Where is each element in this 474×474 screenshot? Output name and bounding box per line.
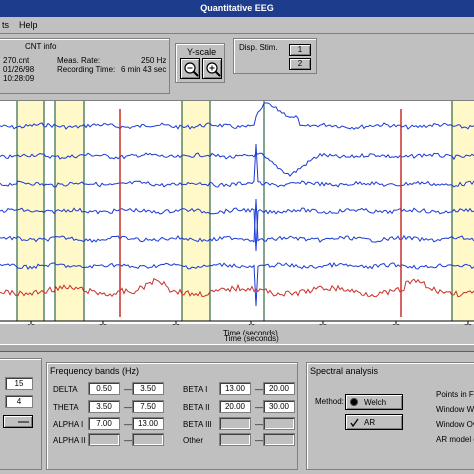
stimulus-1-button[interactable]: 1 <box>289 44 311 56</box>
stim-channel-trace <box>0 277 474 298</box>
method-ar-option[interactable]: AR <box>345 414 403 430</box>
recording-time-label: Recording Time: <box>57 65 116 74</box>
points-in-fft-label: Points in Fi <box>436 390 474 399</box>
alpha2-to-field[interactable] <box>132 433 164 446</box>
splitter-bar[interactable] <box>0 344 474 352</box>
menu-item-tools[interactable]: ts <box>2 20 10 30</box>
points-field[interactable]: 15 <box>5 377 33 390</box>
welch-label: Welch <box>364 398 387 407</box>
eeg-channel-trace <box>0 198 474 243</box>
x-tick-label: 70 <box>464 324 472 325</box>
x-axis-title: Time (seconds) <box>224 334 279 343</box>
theta-from-field[interactable]: 3.50 <box>88 400 120 413</box>
beta3-to-field[interactable] <box>263 417 295 430</box>
band-label-alpha-1: ALPHA I <box>53 420 84 429</box>
band-label-alpha-2: ALPHA II <box>53 436 86 445</box>
x-tick-label: 40 <box>247 324 255 325</box>
dash: — <box>255 436 263 445</box>
radio-selected-icon <box>350 398 358 406</box>
dash: — <box>124 420 132 429</box>
window-width-label: Window Wi <box>436 405 474 414</box>
apply-button[interactable] <box>3 415 33 428</box>
eeg-plot: 10 20 30 40 50 60 70 Time (seconds) <box>0 100 474 338</box>
dash: — <box>124 385 132 394</box>
alpha1-to-field[interactable]: 13.00 <box>132 417 164 430</box>
display-stimulus-heading: Disp. Stim. <box>239 43 278 52</box>
magnifier-plus-icon <box>206 62 221 77</box>
frequency-bands-heading: Frequency bands (Hz) <box>50 366 140 376</box>
cnt-time: 10:28:09 <box>3 74 35 83</box>
alpha1-from-field[interactable]: 7.00 <box>88 417 120 430</box>
beta3-from-field[interactable] <box>219 417 251 430</box>
x-axis-label: Time (seconds) <box>223 329 278 338</box>
cnt-date: 01/26/98 <box>3 65 35 74</box>
beta1-from-field[interactable]: 13.00 <box>219 382 251 395</box>
dash: — <box>124 436 132 445</box>
band-label-beta-2: BETA II <box>183 403 210 412</box>
window-title: Quantitative EEG <box>0 0 474 17</box>
x-tick-label: 50 <box>319 324 327 325</box>
method-welch-option[interactable]: Welch <box>345 394 403 410</box>
eeg-channel-trace <box>0 152 474 177</box>
stimulus-2-button[interactable]: 2 <box>289 58 311 70</box>
band-label-beta-3: BETA III <box>183 420 212 429</box>
menu-item-help[interactable]: Help <box>19 20 38 30</box>
x-tick-label: 20 <box>99 324 107 325</box>
eeg-channel-trace <box>0 262 474 307</box>
y-scale-panel: Y-scale <box>175 43 225 83</box>
eeg-channel-trace <box>0 102 474 130</box>
epoch-highlight <box>182 101 210 321</box>
dash: — <box>255 403 263 412</box>
eeg-traces[interactable]: 10 20 30 40 50 60 70 <box>0 101 474 325</box>
zoom-out-button[interactable] <box>180 58 200 79</box>
band-label-theta: THETA <box>53 403 79 412</box>
eeg-channel-trace <box>0 207 474 252</box>
x-tick-label: 60 <box>392 324 400 325</box>
magnifier-minus-icon <box>184 62 199 77</box>
window-overlap-label: Window Ov <box>436 420 474 429</box>
axis-footer: Time (seconds) <box>0 334 474 343</box>
band-label-beta-1: BETA I <box>183 385 208 394</box>
alpha2-from-field[interactable] <box>88 433 120 446</box>
window-field[interactable]: 4 <box>5 395 33 408</box>
cnt-info-panel: CNT info 270.cnt 01/26/98 10:28:09 Meas.… <box>0 38 170 94</box>
meas-rate-value: 250 Hz <box>141 56 167 65</box>
other-to-field[interactable] <box>263 433 295 446</box>
spectral-analysis-panel: Spectral analysis Method: Welch AR Point… <box>306 362 474 470</box>
checkmark-icon <box>350 418 359 427</box>
arrow-icon <box>18 421 29 423</box>
delta-to-field[interactable]: 3.50 <box>132 382 164 395</box>
cnt-file-name: 270.cnt <box>3 56 30 65</box>
dash: — <box>124 403 132 412</box>
beta2-to-field[interactable]: 30.00 <box>263 400 295 413</box>
other-from-field[interactable] <box>219 433 251 446</box>
eeg-channel-trace <box>0 143 474 188</box>
dash: — <box>255 420 263 429</box>
band-label-delta: DELTA <box>53 385 78 394</box>
left-settings-panel: 15 4 <box>0 358 42 470</box>
y-scale-heading: Y-scale <box>187 47 217 57</box>
method-label: Method: <box>315 397 344 406</box>
theta-to-field[interactable]: 7.50 <box>132 400 164 413</box>
display-stimulus-panel: Disp. Stim. 1 2 <box>233 38 317 74</box>
ar-label: AR <box>364 418 376 427</box>
dash: — <box>255 385 263 394</box>
recording-time-value: 6 min 43 sec <box>121 65 167 74</box>
meas-rate-label: Meas. Rate: <box>57 56 101 65</box>
beta1-to-field[interactable]: 20.00 <box>263 382 295 395</box>
x-tick-label: 30 <box>172 324 180 325</box>
band-label-other: Other <box>183 436 204 445</box>
ar-model-order-label: AR model o <box>436 435 474 444</box>
spectral-analysis-heading: Spectral analysis <box>310 366 379 376</box>
cnt-info-heading: CNT info <box>25 42 57 51</box>
frequency-bands-panel: Frequency bands (Hz) DELTA 0.50 — 3.50 T… <box>46 362 298 470</box>
x-tick-label: 10 <box>27 324 35 325</box>
menu-bar: ts Help <box>0 17 474 34</box>
beta2-from-field[interactable]: 20.00 <box>219 400 251 413</box>
zoom-in-button[interactable] <box>202 58 222 79</box>
delta-from-field[interactable]: 0.50 <box>88 382 120 395</box>
